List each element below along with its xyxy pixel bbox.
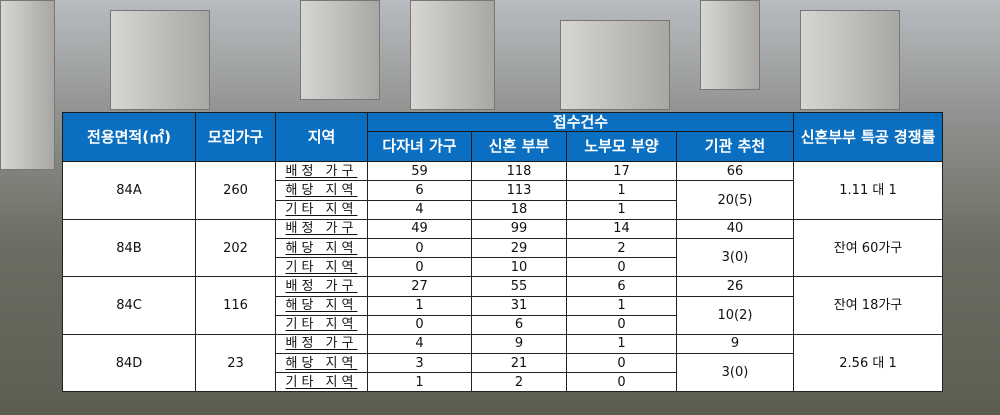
rate-cell: 잔여 60가구 <box>793 218 944 278</box>
background-building <box>800 10 900 110</box>
newlywed-cell: 10 <box>471 257 567 278</box>
newlywed-cell: 29 <box>471 237 567 259</box>
elderly-cell: 1 <box>566 333 677 355</box>
background-building <box>0 0 55 170</box>
newlywed-cell: 21 <box>471 353 567 374</box>
area-cell: 84B <box>62 218 196 278</box>
background-building <box>110 10 210 110</box>
table-row: 84C 116 배정 가구 27 55 6 26 잔여 18가구 <box>62 276 944 335</box>
newlywed-cell: 18 <box>471 199 567 220</box>
institution-cell: 40 <box>675 218 795 239</box>
newlywed-cell: 99 <box>471 218 567 239</box>
multi-child-cell: 1 <box>367 372 472 393</box>
area-cell: 84A <box>62 161 196 220</box>
newlywed-cell: 113 <box>471 180 567 201</box>
header-multi-child: 다자녀 가구 <box>367 131 472 163</box>
elderly-cell: 14 <box>566 218 677 239</box>
region-cell: 기타 지역 <box>275 257 368 278</box>
newlywed-cell: 118 <box>471 161 567 182</box>
multi-child-cell: 0 <box>367 314 472 335</box>
rate-cell: 잔여 18가구 <box>793 276 944 335</box>
region-cell: 배정 가구 <box>275 276 368 297</box>
area-cell: 84D <box>62 333 196 393</box>
background-building <box>560 20 670 110</box>
table-row: 84A 260 배정 가구 59 118 17 66 1.11 대 1 <box>62 161 944 220</box>
institution-cell: 20(5) <box>675 180 795 220</box>
multi-child-cell: 0 <box>367 237 472 259</box>
multi-child-cell: 59 <box>367 161 472 182</box>
region-cell: 배정 가구 <box>275 161 368 182</box>
region-cell: 해당 지역 <box>275 237 368 259</box>
background-building <box>700 0 760 90</box>
header-households: 모집가구 <box>195 111 276 163</box>
institution-cell: 26 <box>675 276 795 297</box>
region-cell: 배정 가구 <box>275 333 368 355</box>
subscription-results-table: 전용면적(㎡) 모집가구 지역 접수건수 신혼부부 특공 경쟁률 다자녀 가구 … <box>62 111 944 393</box>
elderly-cell: 0 <box>566 353 677 374</box>
elderly-cell: 6 <box>566 276 677 297</box>
multi-child-cell: 49 <box>367 218 472 239</box>
elderly-cell: 2 <box>566 237 677 259</box>
households-cell: 116 <box>195 276 276 335</box>
households-cell: 202 <box>195 218 276 278</box>
elderly-cell: 1 <box>566 199 677 220</box>
header-rate: 신혼부부 특공 경쟁률 <box>793 111 944 163</box>
table-row: 기타 지역 0 10 0 <box>63 257 943 278</box>
table-row: 기타 지역 1 2 0 <box>63 372 943 393</box>
institution-cell: 3(0) <box>675 353 795 393</box>
institution-cell: 66 <box>675 161 795 182</box>
newlywed-cell: 6 <box>471 314 567 335</box>
newlywed-cell: 2 <box>471 372 567 393</box>
region-cell: 해당 지역 <box>275 180 368 201</box>
institution-cell: 10(2) <box>675 295 795 335</box>
header-area: 전용면적(㎡) <box>62 111 196 163</box>
households-cell: 23 <box>195 333 276 393</box>
table-row: 84B 202 배정 가구 49 99 14 40 잔여 60가구 <box>62 218 944 278</box>
elderly-cell: 1 <box>566 180 677 201</box>
table-row: 기타 지역 0 6 0 <box>63 314 943 335</box>
region-cell: 기타 지역 <box>275 314 368 335</box>
header-institution: 기관 추천 <box>675 131 795 163</box>
header-region: 지역 <box>275 111 368 163</box>
newlywed-cell: 31 <box>471 295 567 316</box>
institution-cell: 9 <box>675 333 795 355</box>
table-row: 해당 지역 0 29 2 3(0) <box>63 237 943 278</box>
elderly-cell: 17 <box>566 161 677 182</box>
table-row: 해당 지역 3 21 0 3(0) <box>63 353 943 393</box>
region-cell: 배정 가구 <box>275 218 368 239</box>
background-building <box>410 0 495 110</box>
rate-cell: 2.56 대 1 <box>793 333 944 393</box>
region-cell: 해당 지역 <box>275 295 368 316</box>
multi-child-cell: 6 <box>367 180 472 201</box>
rate-cell: 1.11 대 1 <box>793 161 944 220</box>
elderly-cell: 0 <box>566 314 677 335</box>
table-row: 해당 지역 1 31 1 10(2) <box>63 295 943 335</box>
institution-cell: 3(0) <box>675 237 795 278</box>
table-row: 84D 23 배정 가구 4 9 1 9 2.56 대 1 <box>62 333 944 393</box>
multi-child-cell: 0 <box>367 257 472 278</box>
newlywed-cell: 55 <box>471 276 567 297</box>
area-cell: 84C <box>62 276 196 335</box>
elderly-cell: 1 <box>566 295 677 316</box>
households-cell: 260 <box>195 161 276 220</box>
multi-child-cell: 4 <box>367 333 472 355</box>
elderly-cell: 0 <box>566 257 677 278</box>
multi-child-cell: 4 <box>367 199 472 220</box>
header-received: 접수건수 <box>366 111 795 133</box>
multi-child-cell: 1 <box>367 295 472 316</box>
region-cell: 해당 지역 <box>275 353 368 374</box>
elderly-cell: 0 <box>566 372 677 393</box>
multi-child-cell: 27 <box>367 276 472 297</box>
background-building <box>300 0 380 100</box>
header-newlywed: 신혼 부부 <box>471 131 567 163</box>
region-cell: 기타 지역 <box>275 372 368 393</box>
header-elderly: 노부모 부양 <box>566 131 677 163</box>
newlywed-cell: 9 <box>471 333 567 355</box>
region-cell: 기타 지역 <box>275 199 368 220</box>
multi-child-cell: 3 <box>367 353 472 374</box>
